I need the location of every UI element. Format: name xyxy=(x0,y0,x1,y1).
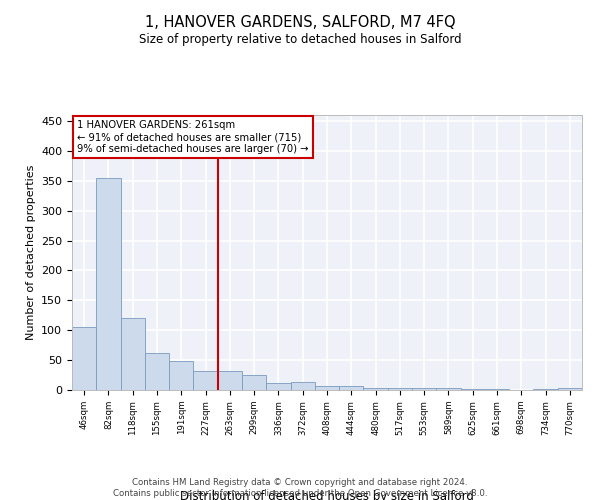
Y-axis label: Number of detached properties: Number of detached properties xyxy=(26,165,35,340)
Bar xyxy=(436,388,461,390)
Bar xyxy=(266,384,290,390)
Bar xyxy=(96,178,121,390)
Bar xyxy=(121,318,145,390)
Bar xyxy=(218,372,242,390)
Bar xyxy=(364,388,388,390)
Bar xyxy=(72,327,96,390)
Bar xyxy=(339,386,364,390)
Bar xyxy=(242,375,266,390)
Text: 1 HANOVER GARDENS: 261sqm
← 91% of detached houses are smaller (715)
9% of semi-: 1 HANOVER GARDENS: 261sqm ← 91% of detac… xyxy=(77,120,308,154)
Bar xyxy=(193,372,218,390)
Bar xyxy=(290,382,315,390)
Bar xyxy=(558,388,582,390)
Bar xyxy=(388,388,412,390)
Bar xyxy=(315,386,339,390)
Text: Contains HM Land Registry data © Crown copyright and database right 2024.
Contai: Contains HM Land Registry data © Crown c… xyxy=(113,478,487,498)
Bar xyxy=(412,388,436,390)
Text: 1, HANOVER GARDENS, SALFORD, M7 4FQ: 1, HANOVER GARDENS, SALFORD, M7 4FQ xyxy=(145,15,455,30)
Bar xyxy=(145,353,169,390)
Text: Size of property relative to detached houses in Salford: Size of property relative to detached ho… xyxy=(139,34,461,46)
X-axis label: Distribution of detached houses by size in Salford: Distribution of detached houses by size … xyxy=(180,490,474,500)
Bar xyxy=(169,360,193,390)
